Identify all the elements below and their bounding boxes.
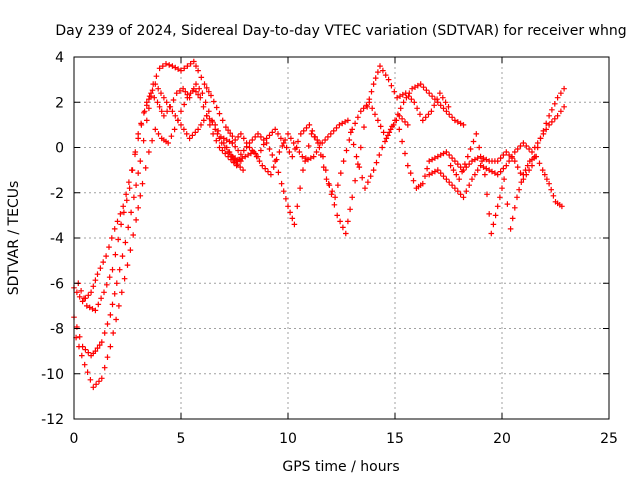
series-points: [73, 85, 240, 391]
axis-ticks: [73, 56, 610, 420]
y-tick-label: 0: [55, 141, 64, 157]
y-tick-labels: -12 -10 -8 -6 -4 -2 0 2 4: [41, 50, 64, 428]
series-track-7: [225, 113, 411, 191]
y-axis-label: SDTVAR / TECUs: [6, 181, 22, 296]
x-tick-label: 0: [70, 431, 79, 447]
x-axis-label: GPS time / hours: [282, 459, 399, 475]
y-tick-label: -6: [50, 276, 64, 292]
x-tick-label: 20: [493, 431, 511, 447]
x-tick-label: 25: [600, 431, 618, 447]
series-track-8: [396, 85, 567, 191]
y-tick-label: 2: [55, 95, 64, 111]
y-tick-label: -4: [50, 231, 64, 247]
series-points: [396, 85, 567, 191]
series-track-5: [229, 63, 452, 237]
series-track-6: [221, 81, 467, 201]
series-track-9: [426, 104, 567, 201]
grid: [74, 57, 609, 419]
y-tick-label: -12: [41, 412, 64, 428]
x-tick-labels: 0 5 10 15 20 25: [70, 431, 618, 447]
series-track-4: [75, 81, 244, 314]
series-points: [221, 81, 467, 201]
series-points: [229, 63, 452, 237]
y-tick-label: -8: [50, 322, 64, 338]
x-tick-label: 10: [279, 431, 297, 447]
y-tick-label: 4: [55, 50, 64, 66]
y-tick-label: -10: [41, 367, 64, 383]
series-points: [71, 58, 236, 359]
series-points: [75, 81, 244, 314]
series-points: [426, 104, 567, 201]
y-tick-label: -2: [50, 186, 64, 202]
series-points: [447, 131, 565, 237]
series-track-1: [71, 58, 236, 359]
x-tick-label: 15: [386, 431, 404, 447]
series-track-10: [447, 131, 565, 237]
x-tick-label: 5: [177, 431, 186, 447]
series-track-3: [73, 85, 240, 391]
series-points: [225, 113, 411, 191]
data-points: [71, 58, 567, 391]
chart-title: Day 239 of 2024, Sidereal Day-to-day VTE…: [55, 23, 626, 39]
